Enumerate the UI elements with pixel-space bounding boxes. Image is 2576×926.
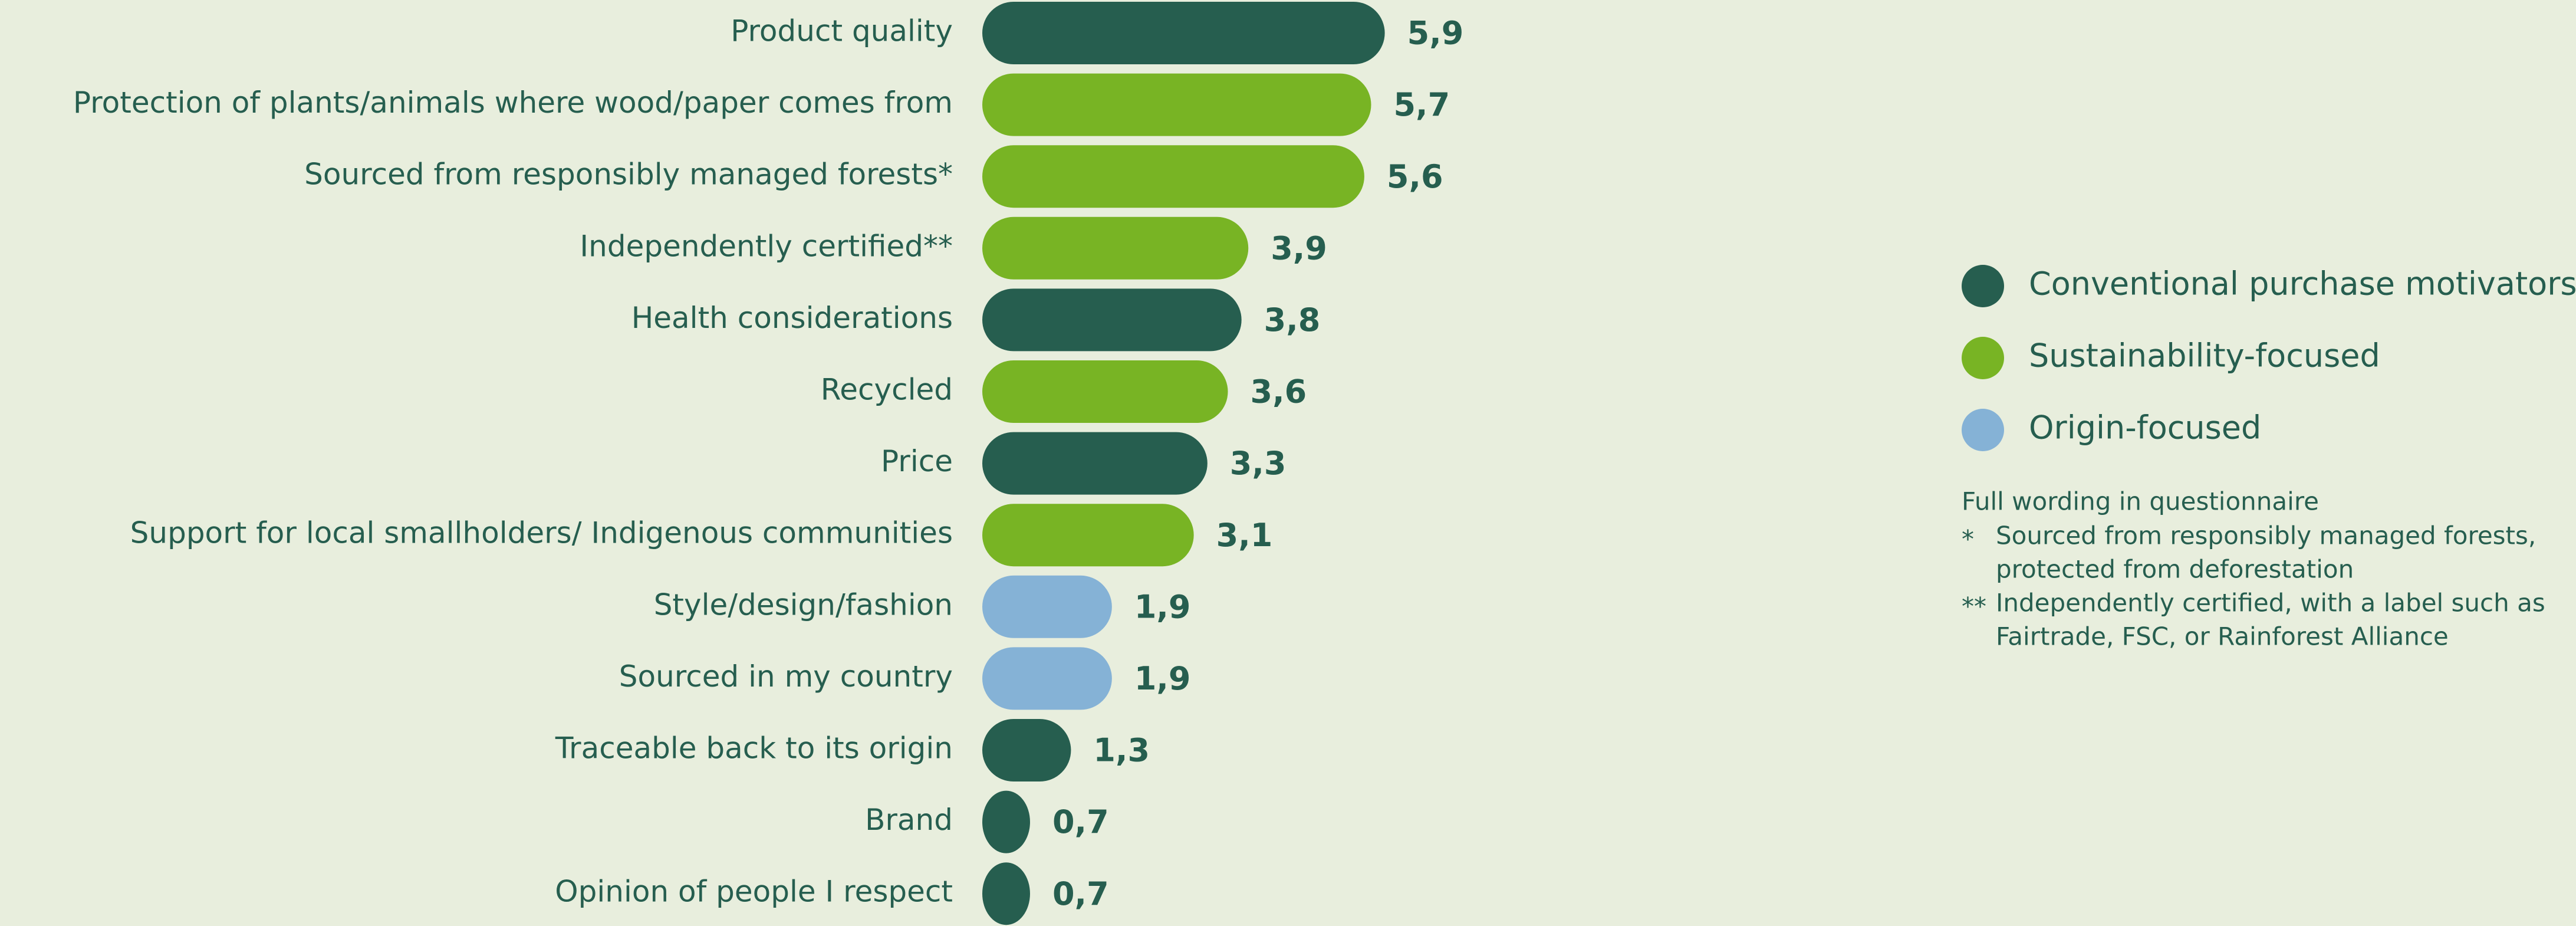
legend-marker — [1962, 409, 2004, 451]
bar — [982, 216, 1249, 280]
category-label: Independently certified** — [580, 229, 953, 263]
note-text: protected from deforestation — [1996, 555, 2354, 584]
category-label: Protection of plants/animals where wood/… — [73, 86, 953, 120]
bar — [982, 288, 1242, 352]
bar — [982, 504, 1194, 567]
legend-label: Origin-focused — [2029, 409, 2261, 446]
bar — [982, 575, 1112, 638]
legend-marker — [1962, 265, 2004, 307]
bar — [982, 2, 1385, 64]
category-label: Product quality — [731, 14, 953, 48]
legend-marker — [1962, 337, 2004, 379]
note-text: Independently certified, with a label su… — [1996, 589, 2545, 618]
bar — [982, 145, 1364, 208]
legend-label: Conventional purchase motivators — [2029, 265, 2576, 303]
bar — [982, 647, 1112, 710]
category-label: Health considerations — [631, 301, 953, 335]
value-label: 5,6 — [1387, 158, 1443, 195]
category-label: Sourced from responsibly managed forests… — [304, 157, 953, 192]
value-label: 3,8 — [1264, 301, 1321, 339]
value-label: 1,9 — [1134, 660, 1191, 697]
category-label: Recycled — [821, 373, 953, 407]
category-label: Opinion of people I respect — [555, 875, 953, 909]
notes-title: Full wording in questionnaire — [1962, 487, 2319, 516]
value-label: 3,3 — [1230, 445, 1287, 482]
value-label: 3,9 — [1271, 229, 1327, 267]
value-label: 1,9 — [1134, 588, 1191, 625]
category-label: Price — [881, 444, 953, 478]
category-label: Style/design/fashion — [654, 587, 953, 622]
bar — [982, 790, 1030, 853]
category-label: Support for local smallholders/ Indigeno… — [130, 516, 953, 550]
note-marker: * — [1962, 525, 1974, 554]
value-label: 0,7 — [1052, 803, 1109, 840]
category-label: Sourced in my country — [619, 659, 953, 694]
category-label: Brand — [865, 803, 953, 837]
value-label: 0,7 — [1052, 875, 1109, 912]
bar — [982, 862, 1030, 925]
value-label: 5,9 — [1407, 15, 1464, 52]
bar — [982, 73, 1371, 136]
bar — [982, 360, 1228, 423]
note-text: Fairtrade, FSC, or Rainforest Alliance — [1996, 622, 2449, 651]
bar — [982, 719, 1071, 781]
legend-label: Sustainability-focused — [2029, 337, 2380, 375]
value-label: 1,3 — [1093, 732, 1150, 769]
bar — [982, 432, 1208, 495]
note-marker: ** — [1962, 592, 1986, 621]
value-label: 3,1 — [1216, 517, 1273, 554]
value-label: 5,7 — [1393, 86, 1450, 123]
note-text: Sourced from responsibly managed forests… — [1996, 521, 2536, 550]
category-label: Traceable back to its origin — [555, 731, 953, 766]
value-label: 3,6 — [1251, 373, 1307, 411]
